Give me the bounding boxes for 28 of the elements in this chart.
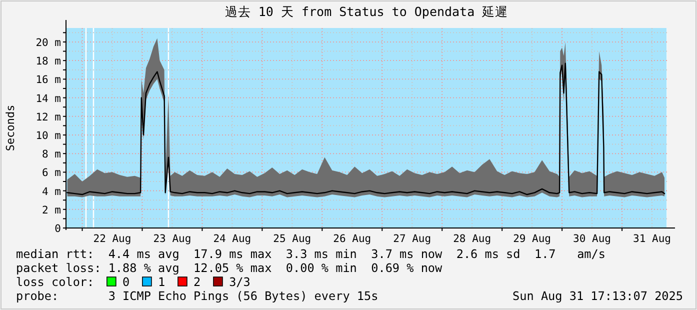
x-tick-label: 31 Aug (633, 233, 671, 245)
x-tick-label: 23 Aug (153, 233, 192, 245)
y-tick-label: 16 m (36, 74, 61, 86)
y-tick-label: 12 m (36, 111, 61, 124)
y-tick-label: 4 m (42, 186, 61, 198)
y-tick-label: 18 m (36, 56, 61, 68)
x-tick-label: 28 Aug (453, 233, 492, 245)
y-tick-label: 20 m (36, 36, 61, 49)
y-tick-label: 6 m (42, 167, 61, 180)
x-tick-label: 25 Aug (273, 233, 312, 245)
text: median rtt: 4.4 ms avg 17.9 ms max 3.3 ms min 3.7 ms now 2.6 ms sd 1.7 am/s (16, 247, 606, 261)
y-tick-label: 8 m (42, 148, 61, 161)
chart-title: 過去 10 天 from Status to Opendata 延遲 (224, 4, 508, 19)
y-tick-label: 2 m (42, 204, 61, 216)
text: probe: 3 ICMP Echo Pings (56 Bytes) every 15s (16, 289, 378, 303)
x-tick-label: 22 Aug (93, 233, 132, 245)
y-axis-title: Seconds (4, 104, 17, 152)
text: loss color: 0 1 2 3/3 (16, 275, 250, 289)
y-tick-label: 0 (54, 223, 61, 235)
x-tick-label: 30 Aug (573, 233, 611, 245)
y-tick-label: 14 m (36, 92, 61, 105)
x-tick-label: 26 Aug (333, 233, 372, 245)
y-tick-label: 10 m (36, 130, 61, 142)
text: packet loss: 1.88 % avg 12.05 % max 0.00 % min 0.69 % now (16, 261, 444, 275)
x-tick-label: 24 Aug (213, 233, 252, 245)
x-tick-label: 27 Aug (393, 233, 432, 245)
x-tick-label: 29 Aug (513, 233, 552, 245)
text: Sun Aug 31 17:13:07 2025 (512, 289, 683, 303)
